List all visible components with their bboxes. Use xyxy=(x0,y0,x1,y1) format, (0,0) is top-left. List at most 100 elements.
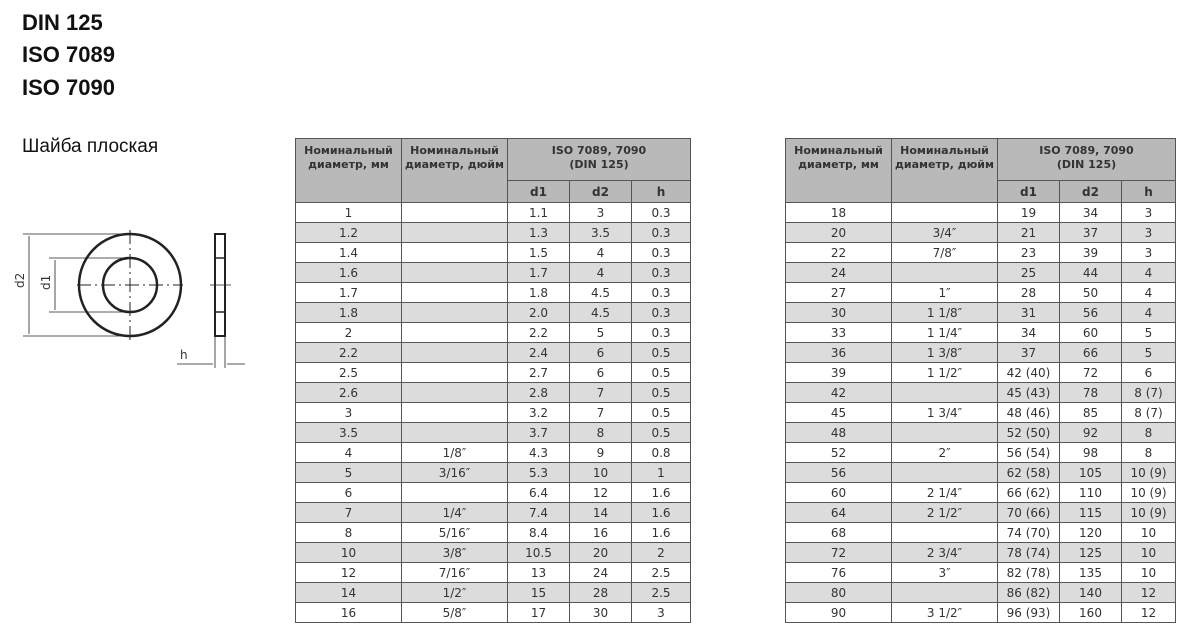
cell-inch: 3/8″ xyxy=(401,542,508,563)
cell-h: 6 xyxy=(1121,362,1176,383)
cell-mm: 6 xyxy=(295,482,402,503)
cell-mm: 14 xyxy=(295,582,402,603)
cell-inch xyxy=(401,302,508,323)
title-iso7090: ISO 7090 xyxy=(22,75,115,100)
cell-mm: 30 xyxy=(785,302,892,323)
cell-d2: 4 xyxy=(569,262,632,283)
cell-mm: 72 xyxy=(785,542,892,563)
cell-mm: 68 xyxy=(785,522,892,543)
cell-d2: 115 xyxy=(1059,502,1122,523)
cell-d1: 2.7 xyxy=(507,362,570,383)
cell-d2: 98 xyxy=(1059,442,1122,463)
cell-inch: 2 3/4″ xyxy=(891,542,998,563)
cell-d2: 16 xyxy=(569,522,632,543)
table-row: 72 2 3/4″ 78 (74) 125 10 xyxy=(785,542,1176,563)
cell-d2: 135 xyxy=(1059,562,1122,583)
cell-inch xyxy=(401,282,508,303)
cell-d2: 3.5 xyxy=(569,222,632,243)
cell-d2: 72 xyxy=(1059,362,1122,383)
cell-inch xyxy=(891,202,998,223)
cell-inch xyxy=(891,422,998,443)
table-row: 30 1 1/8″ 31 56 4 xyxy=(785,302,1176,323)
table-row: 2 2.2 5 0.3 xyxy=(295,322,691,343)
cell-inch: 2″ xyxy=(891,442,998,463)
cell-inch xyxy=(891,522,998,543)
cell-d1: 1.1 xyxy=(507,202,570,223)
cell-d1: 25 xyxy=(997,262,1060,283)
cell-d2: 39 xyxy=(1059,242,1122,263)
cell-d2: 85 xyxy=(1059,402,1122,423)
cell-h: 1.6 xyxy=(631,482,691,503)
cell-h: 0.3 xyxy=(631,202,691,223)
cell-d1: 1.3 xyxy=(507,222,570,243)
cell-h: 0.5 xyxy=(631,362,691,383)
table-row: 1.7 1.8 4.5 0.3 xyxy=(295,282,691,303)
cell-d2: 4.5 xyxy=(569,302,632,323)
cell-inch: 3 1/2″ xyxy=(891,602,998,623)
cell-inch: 3/16″ xyxy=(401,462,508,483)
cell-d2: 8 xyxy=(569,422,632,443)
cell-h: 0.3 xyxy=(631,322,691,343)
cell-d1: 2.8 xyxy=(507,382,570,403)
cell-d1: 3.2 xyxy=(507,402,570,423)
header-standard: ISO 7089, 7090 (DIN 125) xyxy=(997,138,1176,181)
cell-mm: 27 xyxy=(785,282,892,303)
cell-h: 10 xyxy=(1121,542,1176,563)
cell-d2: 6 xyxy=(569,362,632,383)
cell-d2: 7 xyxy=(569,382,632,403)
table-row: 60 2 1/4″ 66 (62) 110 10 (9) xyxy=(785,482,1176,503)
cell-d1: 8.4 xyxy=(507,522,570,543)
cell-mm: 1.2 xyxy=(295,222,402,243)
table-row: 1.4 1.5 4 0.3 xyxy=(295,242,691,263)
cell-mm: 42 xyxy=(785,382,892,403)
cell-h: 1.6 xyxy=(631,502,691,523)
cell-d1: 23 xyxy=(997,242,1060,263)
cell-h: 0.3 xyxy=(631,262,691,283)
cell-d2: 6 xyxy=(569,342,632,363)
cell-mm: 90 xyxy=(785,602,892,623)
table-row: 64 2 1/2″ 70 (66) 115 10 (9) xyxy=(785,502,1176,523)
cell-d1: 37 xyxy=(997,342,1060,363)
cell-d1: 70 (66) xyxy=(997,502,1060,523)
cell-h: 0.3 xyxy=(631,222,691,243)
header-h: h xyxy=(631,180,691,203)
d2-label: d2 xyxy=(13,273,27,288)
cell-inch: 1/4″ xyxy=(401,502,508,523)
cell-mm: 3.5 xyxy=(295,422,402,443)
cell-inch xyxy=(401,422,508,443)
cell-h: 1 xyxy=(631,462,691,483)
cell-d2: 10 xyxy=(569,462,632,483)
cell-mm: 2.2 xyxy=(295,342,402,363)
table-row: 33 1 1/4″ 34 60 5 xyxy=(785,322,1176,343)
header-inch: Номинальный диаметр, дюйм xyxy=(891,138,998,203)
cell-d2: 50 xyxy=(1059,282,1122,303)
d1-label: d1 xyxy=(39,275,53,290)
cell-inch: 5/8″ xyxy=(401,602,508,623)
cell-d1: 42 (40) xyxy=(997,362,1060,383)
title-din125: DIN 125 xyxy=(22,10,103,35)
table-row: 48 52 (50) 92 8 xyxy=(785,422,1176,443)
cell-mm: 80 xyxy=(785,582,892,603)
cell-inch xyxy=(891,582,998,603)
table-row: 2.5 2.7 6 0.5 xyxy=(295,362,691,383)
cell-d1: 48 (46) xyxy=(997,402,1060,423)
header-mm: Номинальный диаметр, мм xyxy=(785,138,892,203)
cell-mm: 56 xyxy=(785,462,892,483)
cell-inch: 2 1/4″ xyxy=(891,482,998,503)
table-row: 5 3/16″ 5.3 10 1 xyxy=(295,462,691,483)
cell-h: 10 (9) xyxy=(1121,502,1176,523)
cell-d1: 2.2 xyxy=(507,322,570,343)
table-row: 2.2 2.4 6 0.5 xyxy=(295,342,691,363)
header-standard: ISO 7089, 7090 (DIN 125) xyxy=(507,138,691,181)
cell-d2: 56 xyxy=(1059,302,1122,323)
cell-h: 2.5 xyxy=(631,582,691,603)
table-row: 6 6.4 12 1.6 xyxy=(295,482,691,503)
cell-inch xyxy=(401,262,508,283)
cell-mm: 60 xyxy=(785,482,892,503)
table-row: 39 1 1/2″ 42 (40) 72 6 xyxy=(785,362,1176,383)
cell-h: 8 xyxy=(1121,442,1176,463)
cell-d1: 96 (93) xyxy=(997,602,1060,623)
cell-d2: 28 xyxy=(569,582,632,603)
cell-d1: 1.8 xyxy=(507,282,570,303)
cell-inch: 1/2″ xyxy=(401,582,508,603)
